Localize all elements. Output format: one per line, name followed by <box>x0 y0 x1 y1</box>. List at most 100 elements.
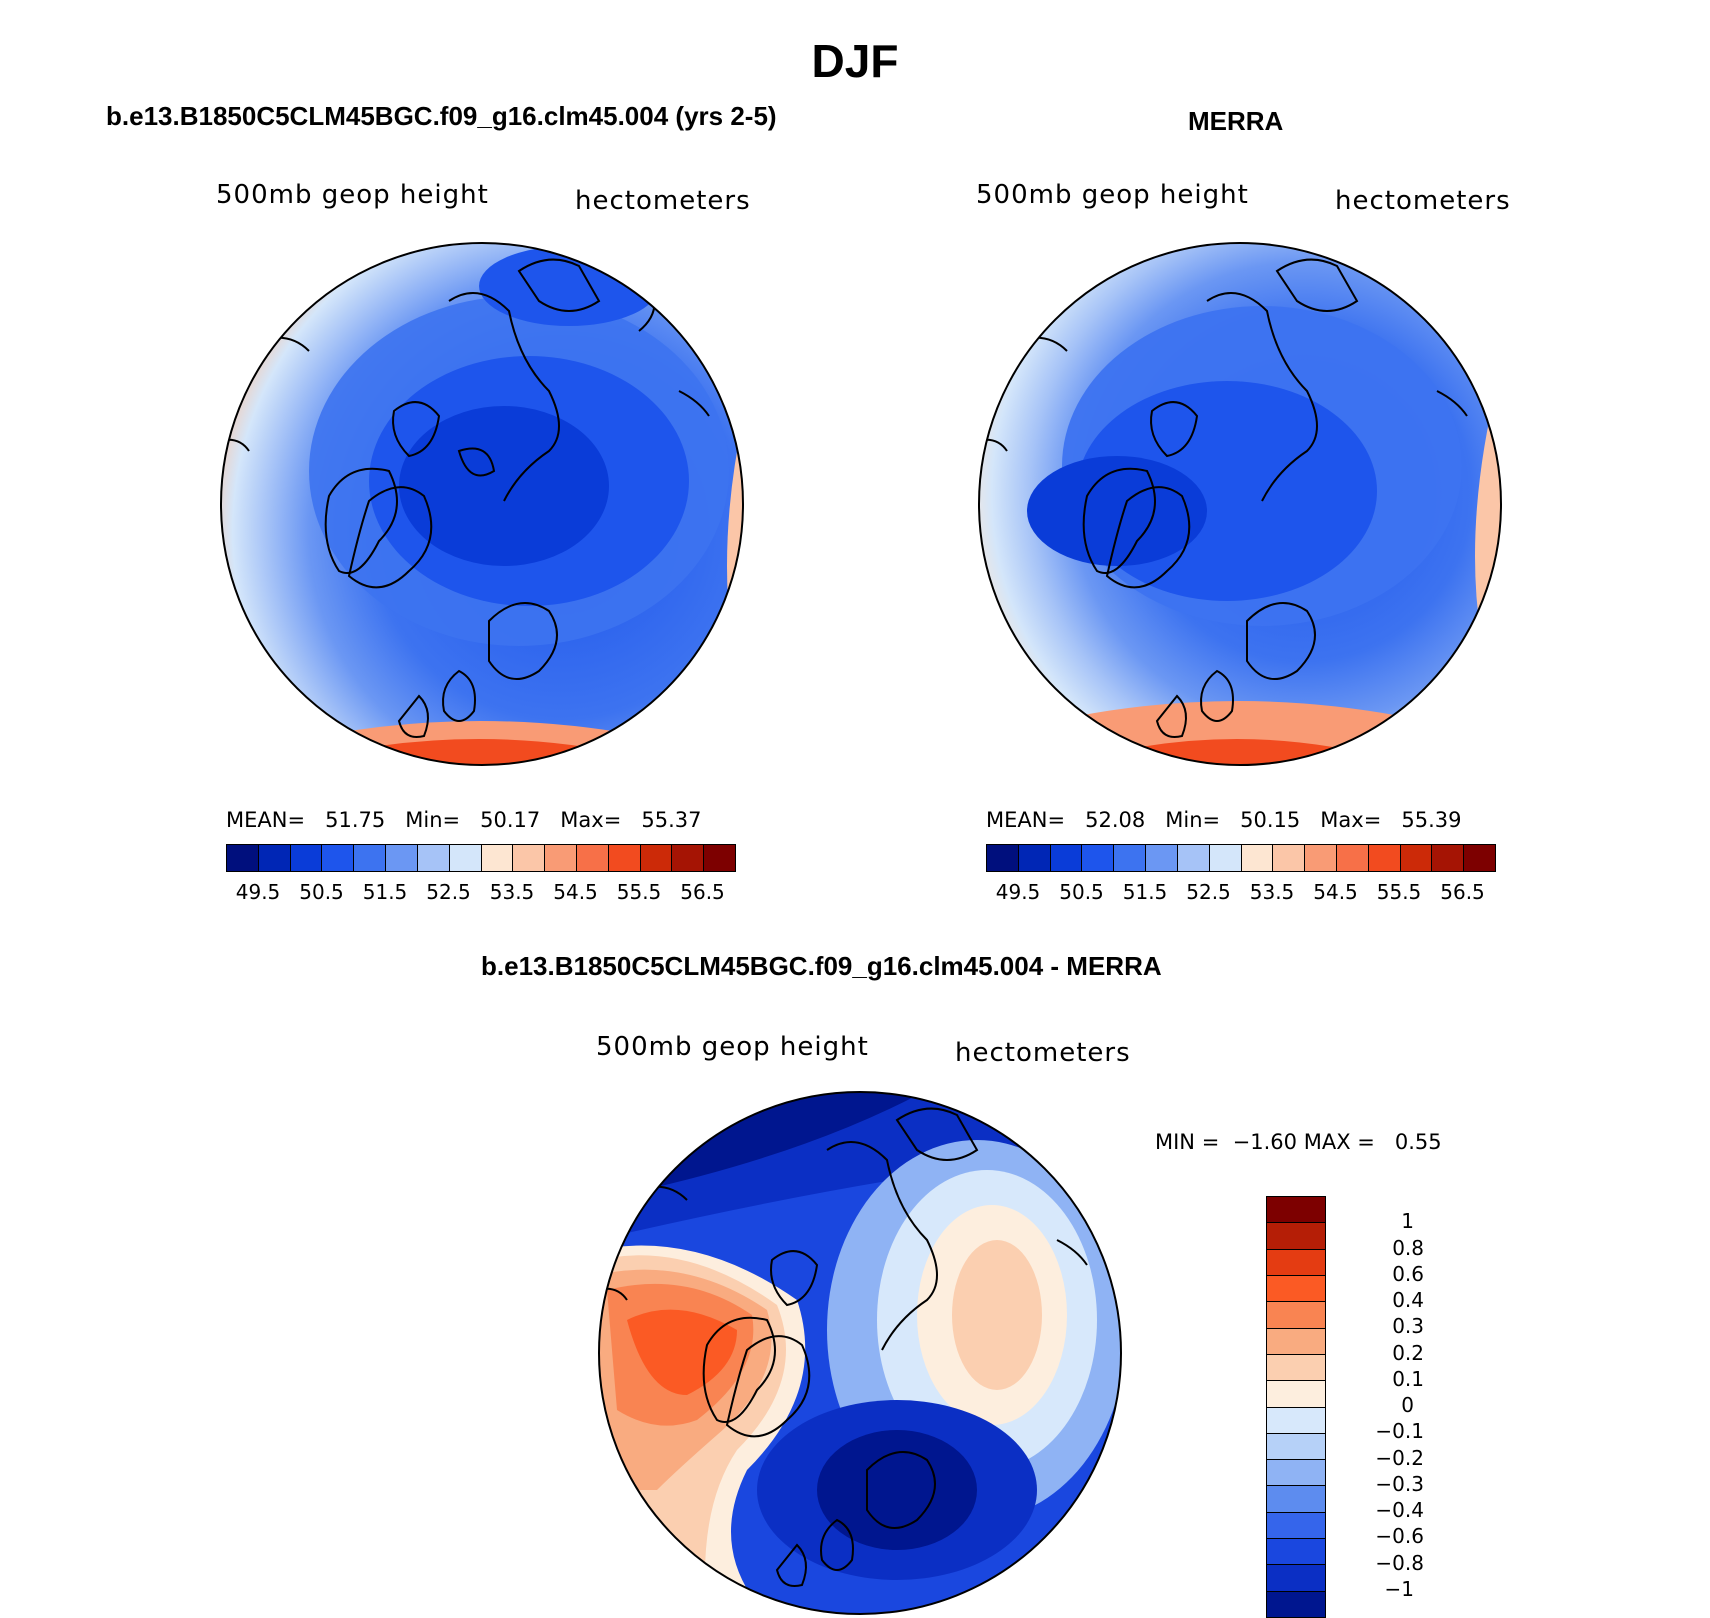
colorbar-swatch <box>258 845 291 871</box>
min-value: −1.60 <box>1232 1130 1298 1154</box>
mean-value: 52.08 <box>1085 808 1146 832</box>
colorbar-swatch <box>545 845 577 871</box>
colorbar-swatch <box>1267 1249 1325 1276</box>
colorbar-tick-label: 53.5 <box>1249 880 1295 904</box>
colorbar-swatch <box>1146 845 1178 871</box>
panel-1-colorbar <box>226 844 736 872</box>
colorbar-tick-label: 51.5 <box>362 880 408 904</box>
colorbar-swatch <box>1267 1328 1325 1355</box>
colorbar-swatch <box>290 845 323 871</box>
colorbar-tick-label: 51.5 <box>1122 880 1168 904</box>
colorbar-swatch <box>1267 1460 1325 1487</box>
colorbar-swatch <box>322 845 355 871</box>
figure-title: DJF <box>811 35 899 87</box>
min-label: Min= <box>1165 808 1221 832</box>
max-label: MAX = <box>1303 1130 1375 1154</box>
colorbar-swatch <box>1267 1407 1325 1434</box>
mean-value: 51.75 <box>325 808 386 832</box>
min-value: 50.15 <box>1240 808 1301 832</box>
panel-2-stats: MEAN= 52.08 Min= 50.15 Max= 55.39 <box>986 808 1461 832</box>
colorbar-swatch <box>608 845 641 871</box>
panel-1-right-label: hectometers <box>575 186 751 216</box>
colorbar-swatch <box>1267 1197 1325 1224</box>
mean-label: MEAN= <box>226 808 306 832</box>
panel-2-colorbar <box>986 844 1496 872</box>
colorbar-swatch <box>1400 845 1433 871</box>
colorbar-tick-label: 49.5 <box>995 880 1041 904</box>
colorbar-tick-label: 0.2 <box>1392 1340 1424 1365</box>
max-value: 55.39 <box>1401 808 1462 832</box>
colorbar-swatch <box>672 845 705 871</box>
max-label: Max= <box>560 808 622 832</box>
colorbar-swatch <box>1267 1539 1325 1566</box>
colorbar-tick-label: 55.5 <box>616 880 662 904</box>
panel-1-title: b.e13.B1850C5CLM45BGC.f09_g16.clm45.004 … <box>106 101 777 131</box>
panel-1-polar-map <box>220 242 744 766</box>
panel-3-colorbar-ticks: 1 0.8 0.6 0.4 0.3 0.2 0.1 0 −0.1 −0.2 −0.3 −0.4 −0.6… <box>1334 1196 1424 1616</box>
colorbar-tick-label: 0.4 <box>1392 1288 1424 1312</box>
colorbar-swatch <box>1368 845 1401 871</box>
colorbar-swatch <box>1267 1591 1325 1617</box>
colorbar-swatch <box>1305 845 1337 871</box>
colorbar-swatch <box>640 845 673 871</box>
colorbar-swatch <box>1267 1512 1325 1540</box>
colorbar-tick-label: −1 <box>1384 1576 1414 1601</box>
colorbar-swatch <box>1267 1354 1325 1382</box>
colorbar-tick-label: 0.8 <box>1392 1235 1424 1260</box>
colorbar-tick-label: 50.5 <box>299 880 344 904</box>
panel-1-colorbar-ticks: 49.5 50.5 51.5 52.5 53.5 54.5 55.5 56.5 <box>226 880 738 906</box>
colorbar-swatch <box>1432 845 1465 871</box>
panel-3-title: b.e13.B1850C5CLM45BGC.f09_g16.clm45.004 … <box>481 951 1162 981</box>
panel-3-stats: MIN = −1.60 MAX = 0.55 <box>1155 1130 1442 1154</box>
colorbar-tick-label: 52.5 <box>426 880 471 904</box>
colorbar-tick-label: 53.5 <box>489 880 535 904</box>
panel-2-polar-map <box>978 242 1502 766</box>
colorbar-swatch <box>1050 845 1083 871</box>
colorbar-swatch <box>1114 845 1147 871</box>
colorbar-swatch <box>1267 1275 1325 1303</box>
colorbar-tick-label: −0.4 <box>1375 1498 1424 1522</box>
colorbar-swatch <box>386 845 418 871</box>
panel-2-colorbar-ticks: 49.5 50.5 51.5 52.5 53.5 54.5 55.5 56.5 <box>986 880 1498 906</box>
panel-3-colorbar <box>1266 1196 1326 1618</box>
panel-3-left-label: 500mb geop height <box>596 1032 869 1062</box>
colorbar-swatch <box>1267 1433 1325 1461</box>
colorbar-swatch <box>1018 845 1051 871</box>
colorbar-swatch <box>1267 1486 1325 1513</box>
colorbar-tick-label: 52.5 <box>1186 880 1231 904</box>
colorbar-swatch <box>481 845 514 871</box>
max-value: 0.55 <box>1394 1130 1442 1154</box>
colorbar-tick-label: 56.5 <box>1440 880 1485 904</box>
panel-2-title: MERRA <box>1188 106 1284 136</box>
min-label: Min= <box>405 808 461 832</box>
colorbar-swatch <box>576 845 609 871</box>
colorbar-swatch <box>1464 845 1495 871</box>
colorbar-swatch <box>1241 845 1274 871</box>
colorbar-tick-label: −0.6 <box>1375 1524 1424 1549</box>
panel-3-right-label: hectometers <box>955 1038 1131 1068</box>
colorbar-swatch <box>1336 845 1369 871</box>
colorbar-swatch <box>1267 1565 1325 1592</box>
colorbar-tick-label: 1 <box>1401 1209 1414 1234</box>
colorbar-tick-label: 55.5 <box>1376 880 1422 904</box>
panel-1-left-label: 500mb geop height <box>216 180 489 210</box>
colorbar-tick-label: 0.3 <box>1392 1314 1424 1339</box>
colorbar-tick-label: 0.6 <box>1392 1261 1424 1286</box>
colorbar-swatch <box>1082 845 1115 871</box>
min-value: 50.17 <box>480 808 541 832</box>
colorbar-tick-label: 50.5 <box>1059 880 1104 904</box>
colorbar-tick-label: 0 <box>1401 1393 1414 1417</box>
colorbar-tick-label: 0.1 <box>1392 1366 1424 1391</box>
colorbar-swatch <box>704 845 735 871</box>
colorbar-swatch <box>1267 1302 1325 1329</box>
colorbar-swatch <box>417 845 450 871</box>
colorbar-swatch <box>1177 845 1210 871</box>
colorbar-swatch <box>513 845 546 871</box>
panel-1-stats: MEAN= 51.75 Min= 50.17 Max= 55.37 <box>226 808 701 832</box>
colorbar-tick-label: 49.5 <box>235 880 281 904</box>
colorbar-tick-label: −0.2 <box>1375 1445 1424 1470</box>
panel-2-right-label: hectometers <box>1335 186 1511 216</box>
max-value: 55.37 <box>641 808 702 832</box>
colorbar-swatch <box>227 845 259 871</box>
colorbar-swatch <box>354 845 387 871</box>
